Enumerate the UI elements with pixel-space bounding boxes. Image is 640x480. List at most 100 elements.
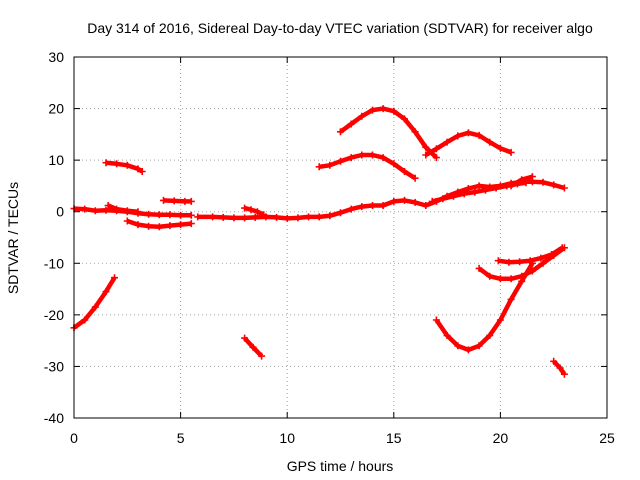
data-point-marker xyxy=(496,316,504,324)
data-point-marker xyxy=(460,190,468,198)
data-point-marker xyxy=(209,213,217,221)
data-point-marker xyxy=(411,174,419,182)
data-point-marker xyxy=(505,258,513,266)
y-tick-label: 20 xyxy=(48,101,64,117)
data-point-marker xyxy=(347,205,355,213)
data-point-marker xyxy=(241,214,249,222)
data-point-marker xyxy=(450,192,457,200)
data-point-marker xyxy=(315,213,323,221)
data-point-marker xyxy=(241,204,249,212)
x-axis-label: GPS time / hours xyxy=(287,458,394,474)
data-point-marker xyxy=(102,159,110,167)
data-point-marker xyxy=(369,106,376,114)
data-point-marker xyxy=(123,207,131,215)
x-tick-label: 20 xyxy=(493,430,509,446)
data-point-marker xyxy=(411,198,419,206)
data-point-marker xyxy=(166,211,174,219)
data-point-marker xyxy=(390,107,398,115)
data-point-marker xyxy=(305,213,312,221)
data-point-marker xyxy=(358,112,366,120)
data-point-marker xyxy=(475,131,483,139)
series-line xyxy=(107,203,139,214)
data-point-marker xyxy=(187,211,195,219)
data-point-marker xyxy=(464,129,472,137)
data-point-marker xyxy=(379,105,387,113)
data-point-marker xyxy=(138,168,146,175)
data-point-marker xyxy=(401,115,408,123)
y-tick-label: 10 xyxy=(48,152,64,168)
data-point-marker xyxy=(358,203,366,211)
grid xyxy=(74,57,607,418)
data-point-marker xyxy=(486,272,494,280)
data-point-marker xyxy=(443,138,451,146)
data-point-marker xyxy=(516,258,524,266)
data-series xyxy=(70,105,568,378)
data-point-marker xyxy=(326,212,334,220)
data-point-marker xyxy=(507,182,515,190)
data-point-marker xyxy=(550,357,558,365)
series-arc-2 xyxy=(70,274,118,332)
series-arc-4 xyxy=(104,202,142,216)
data-point-marker xyxy=(104,202,112,209)
series-line xyxy=(339,106,438,160)
data-point-marker xyxy=(548,251,556,258)
data-point-marker xyxy=(273,213,280,221)
data-point-marker xyxy=(194,213,202,221)
y-tick-label: -40 xyxy=(44,410,64,426)
data-point-marker xyxy=(337,157,344,165)
data-point-marker xyxy=(492,184,500,192)
data-point-marker xyxy=(315,163,323,171)
data-point-marker xyxy=(454,132,462,140)
data-point-marker xyxy=(443,332,451,339)
data-point-marker xyxy=(539,259,547,267)
data-point-marker xyxy=(369,151,376,159)
data-point-marker xyxy=(102,206,110,214)
data-point-marker xyxy=(507,275,515,283)
data-point-marker xyxy=(432,145,440,153)
data-point-marker xyxy=(401,196,408,204)
data-point-marker xyxy=(422,202,430,209)
data-point-marker xyxy=(134,221,142,229)
data-point-marker xyxy=(526,257,534,265)
series-arc-12 xyxy=(422,129,515,159)
y-tick-label: -30 xyxy=(44,358,64,374)
series-arc-18 xyxy=(507,173,536,190)
data-point-marker xyxy=(241,334,249,342)
data-point-marker xyxy=(379,154,387,162)
data-point-marker xyxy=(91,303,99,311)
y-tick-label: 30 xyxy=(48,49,64,65)
data-point-marker xyxy=(496,144,504,152)
data-point-marker xyxy=(337,209,344,217)
data-point-marker xyxy=(556,364,564,372)
data-point-marker xyxy=(390,197,398,205)
data-point-marker xyxy=(471,188,479,196)
data-point-marker xyxy=(145,210,153,218)
data-point-marker xyxy=(507,148,515,156)
data-point-marker xyxy=(145,222,153,230)
data-point-marker xyxy=(111,274,118,282)
series-arc-8 xyxy=(241,204,268,219)
data-point-marker xyxy=(475,264,483,272)
data-point-marker xyxy=(113,205,121,213)
data-point-marker xyxy=(432,154,440,162)
data-point-marker xyxy=(475,342,483,350)
data-point-marker xyxy=(401,168,408,175)
tick-labels: 0 5 10 15 20 25 -40 -30 -20 -10 0 10 20 30 xyxy=(44,49,615,446)
data-point-marker xyxy=(170,197,178,205)
data-point-marker xyxy=(134,208,142,216)
data-point-marker xyxy=(253,208,261,216)
y-tick-label: 0 xyxy=(56,204,64,220)
x-tick-label: 5 xyxy=(177,430,185,446)
data-point-marker xyxy=(347,120,355,128)
x-tick-label: 10 xyxy=(279,430,295,446)
data-point-marker xyxy=(539,178,547,186)
data-point-marker xyxy=(432,316,440,324)
series-arc-11 xyxy=(337,105,440,162)
series-arc-10 xyxy=(315,151,419,182)
series-arc-9 xyxy=(241,334,266,360)
y-tick-label: -20 xyxy=(44,307,64,323)
data-point-marker xyxy=(486,138,494,146)
data-point-marker xyxy=(494,257,502,265)
series-arc-5 xyxy=(123,217,195,231)
